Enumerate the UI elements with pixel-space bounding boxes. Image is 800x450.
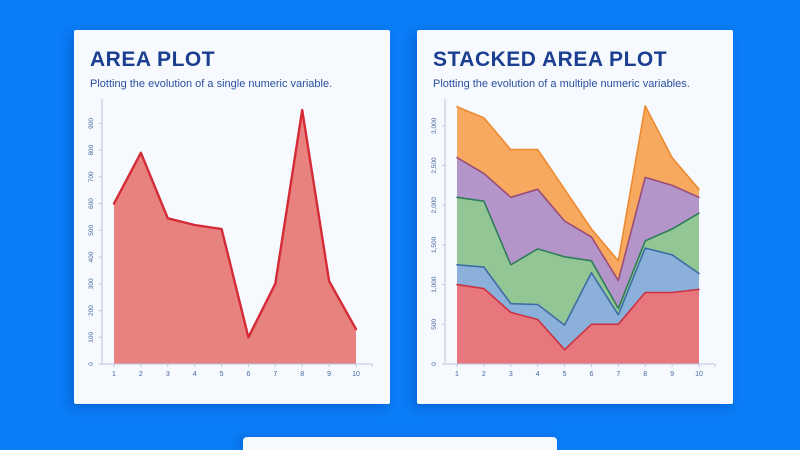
svg-text:2,500: 2,500 [431, 157, 438, 174]
svg-text:7: 7 [273, 371, 277, 378]
svg-text:5: 5 [563, 371, 567, 378]
svg-text:10: 10 [695, 371, 703, 378]
svg-text:0: 0 [431, 362, 438, 366]
svg-text:700: 700 [88, 171, 95, 182]
svg-text:6: 6 [589, 371, 593, 378]
svg-text:300: 300 [88, 278, 95, 289]
svg-text:3,000: 3,000 [431, 117, 438, 134]
svg-text:1,000: 1,000 [431, 276, 438, 293]
svg-text:100: 100 [88, 331, 95, 342]
svg-text:8: 8 [300, 371, 304, 378]
area-plot-title: AREA PLOT [90, 48, 216, 71]
stacked-area-plot-card: STACKED AREA PLOT Plotting the evolution… [417, 30, 733, 404]
svg-text:400: 400 [88, 251, 95, 262]
svg-text:0: 0 [88, 362, 95, 366]
svg-text:900: 900 [88, 118, 95, 129]
stacked-area-plot-subtitle: Plotting the evolution of a multiple num… [433, 78, 690, 90]
svg-text:600: 600 [88, 198, 95, 209]
svg-text:3: 3 [509, 371, 513, 378]
stacked-area-plot-chart: 0 500 1,000 1,500 2,000 2,500 3,000 1 2 3 4 5 6 7 8 9 10 [431, 99, 716, 378]
svg-text:500: 500 [88, 225, 95, 236]
svg-text:800: 800 [88, 144, 95, 155]
svg-text:2: 2 [482, 371, 486, 378]
stacked-area-plot-header: STACKED AREA PLOT Plotting the evolution… [417, 30, 733, 90]
area-plot-chart: 0 100 200 300 400 500 600 700 800 900 1 2 3 4 5 6 7 8 9 10 [88, 99, 373, 378]
svg-text:10: 10 [352, 371, 360, 378]
svg-text:8: 8 [643, 371, 647, 378]
svg-text:200: 200 [88, 305, 95, 316]
area-plot-subtitle: Plotting the evolution of a single numer… [90, 78, 333, 90]
stacked-area-plot-title: STACKED AREA PLOT [433, 48, 668, 71]
svg-text:4: 4 [193, 371, 197, 378]
svg-text:4: 4 [536, 371, 540, 378]
svg-text:500: 500 [431, 319, 438, 330]
svg-text:2: 2 [139, 371, 143, 378]
partially-visible-bottom-card [243, 437, 557, 450]
svg-text:1: 1 [112, 371, 116, 378]
svg-text:6: 6 [246, 371, 250, 378]
svg-text:7: 7 [616, 371, 620, 378]
svg-text:1: 1 [455, 371, 459, 378]
svg-text:2,000: 2,000 [431, 197, 438, 214]
area-plot-card: AREA PLOT Plotting the evolution of a si… [74, 30, 390, 404]
svg-text:5: 5 [220, 371, 224, 378]
svg-text:3: 3 [166, 371, 170, 378]
stacked-area-plot-chart-wrap: 0 500 1,000 1,500 2,000 2,500 3,000 1 2 3 4 5 6 7 8 9 10 [417, 94, 733, 386]
svg-text:1,500: 1,500 [431, 236, 438, 253]
svg-text:9: 9 [327, 371, 331, 378]
area-plot-header: AREA PLOT Plotting the evolution of a si… [74, 30, 390, 90]
area-plot-chart-wrap: 0 100 200 300 400 500 600 700 800 900 1 2 3 4 5 6 7 8 9 10 [74, 94, 390, 386]
svg-text:9: 9 [670, 371, 674, 378]
